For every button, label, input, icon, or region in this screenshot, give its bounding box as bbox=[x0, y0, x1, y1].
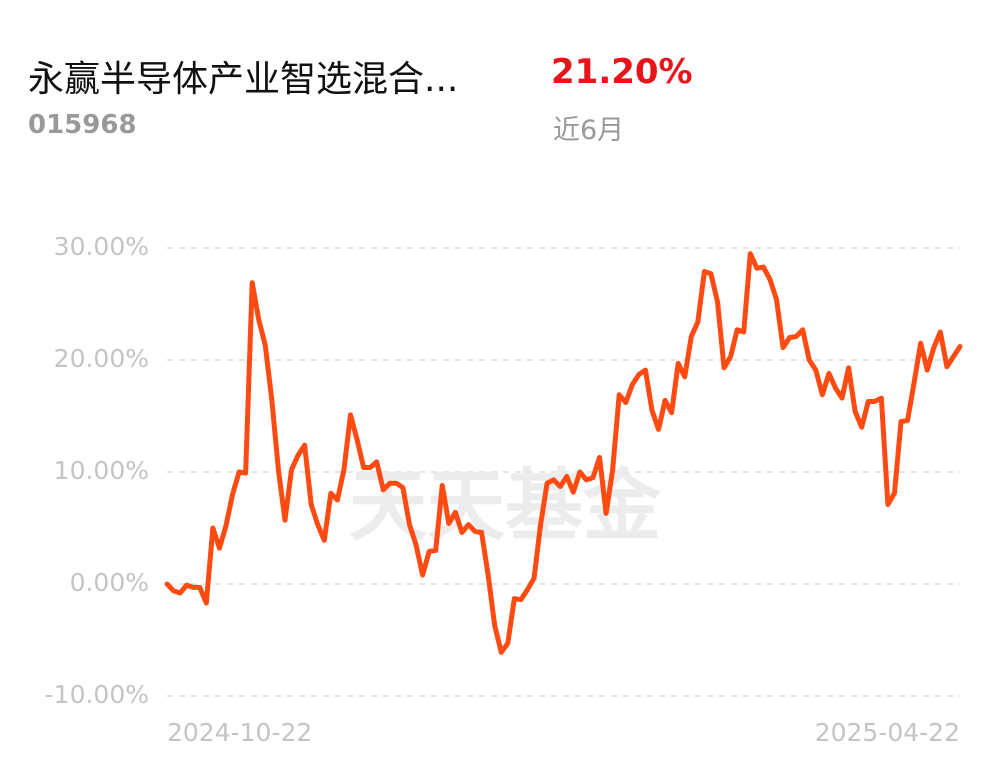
y-tick-label: 10.00% bbox=[54, 456, 149, 485]
x-tick-label: 2025-04-22 bbox=[815, 718, 960, 747]
line-series bbox=[164, 251, 963, 655]
y-tick-label: 20.00% bbox=[54, 344, 149, 373]
y-tick-label: -10.00% bbox=[45, 680, 149, 709]
y-tick-label: 0.00% bbox=[70, 568, 149, 597]
y-tick-label: 30.00% bbox=[54, 232, 149, 261]
watermark: 天天基金 bbox=[349, 461, 662, 552]
fund-name: 永赢半导体产业智选混合... bbox=[28, 59, 459, 100]
return-value: 21.20% bbox=[551, 52, 693, 92]
fund-code: 015968 bbox=[28, 110, 137, 140]
period-label: 近6月 bbox=[553, 115, 625, 146]
x-tick-label: 2024-10-22 bbox=[167, 718, 312, 747]
